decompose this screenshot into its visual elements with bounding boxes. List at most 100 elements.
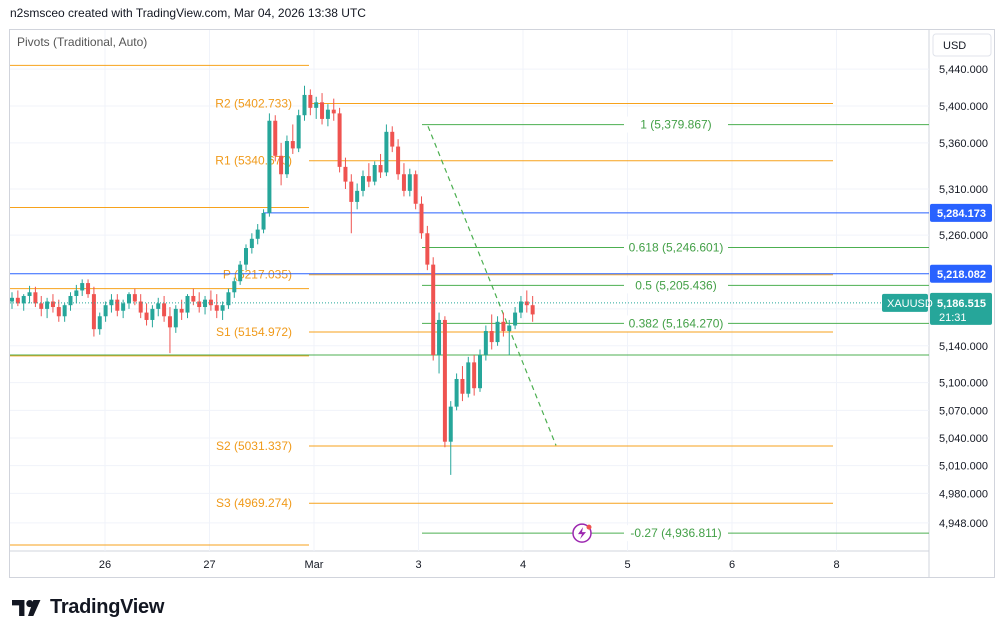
fib-label: 0.618 (5,246.601) xyxy=(629,240,724,254)
candle-body xyxy=(284,141,289,175)
price-badge-bg xyxy=(930,203,992,222)
price-tick-label: 5,310.000 xyxy=(939,184,988,196)
candle-body xyxy=(261,212,266,230)
candle-body xyxy=(337,113,342,167)
price-tick-label: 5,260.000 xyxy=(939,230,988,242)
candle-body xyxy=(97,316,102,330)
candle-body xyxy=(15,297,20,304)
fib-label-bg xyxy=(624,277,728,294)
price-tick-label: 5,360.000 xyxy=(939,138,988,150)
candle-body xyxy=(320,102,325,119)
candle-body xyxy=(39,303,44,309)
price-tick-label: 5,400.000 xyxy=(939,101,988,113)
price-tick-label: 5,100.000 xyxy=(939,378,988,390)
candle-body xyxy=(401,174,406,191)
candle-body xyxy=(68,295,73,306)
candle-body xyxy=(431,264,436,355)
candle-body xyxy=(191,295,196,302)
candle-body xyxy=(150,308,155,320)
price-tick-label: 5,140.000 xyxy=(939,341,988,353)
candle-body xyxy=(501,321,506,332)
price-tick-label: 5,070.000 xyxy=(939,405,988,417)
candle-body xyxy=(448,406,453,442)
candle-body xyxy=(232,281,237,293)
candle-body xyxy=(167,316,172,328)
candle-body xyxy=(507,325,512,332)
time-tick-label: 6 xyxy=(729,559,735,571)
candle-body xyxy=(144,312,149,320)
candle-body xyxy=(489,331,494,343)
candle-body xyxy=(121,303,126,311)
candle-body xyxy=(109,299,114,306)
candle-body xyxy=(226,292,231,306)
fib-label-bg xyxy=(624,116,728,133)
chart-frame xyxy=(9,29,995,578)
candle-body xyxy=(308,94,313,108)
candle-body xyxy=(156,303,161,309)
candle-body xyxy=(220,305,225,311)
candle-body xyxy=(249,238,254,249)
candle-body xyxy=(425,233,430,265)
tradingview-wordmark: TradingView xyxy=(50,596,165,618)
candle-body xyxy=(255,229,260,239)
candle-body xyxy=(325,109,330,119)
candle-body xyxy=(518,301,523,313)
candle-body xyxy=(442,319,447,442)
candle-body xyxy=(273,120,278,156)
price-badge: 5,218.082 xyxy=(937,269,986,281)
currency-label: USD xyxy=(943,40,966,52)
candle-body xyxy=(460,378,465,394)
candle-body xyxy=(80,283,85,291)
fib-label: -0.27 (4,936.811) xyxy=(630,526,721,540)
candle-body xyxy=(86,283,91,295)
price-tick-label: 5,040.000 xyxy=(939,433,988,445)
candle-body xyxy=(21,295,26,304)
symbol-tag-bg xyxy=(882,293,928,312)
candle-body xyxy=(466,362,471,394)
tradingview-logo-icon xyxy=(12,599,41,616)
time-tick-label: 4 xyxy=(520,559,526,571)
price-tick-label: 5,010.000 xyxy=(939,461,988,473)
candle-body xyxy=(396,146,401,175)
candle-body xyxy=(296,115,301,149)
candle-body xyxy=(10,297,14,302)
indicator-label: Pivots (Traditional, Auto) xyxy=(17,35,147,49)
price-tick-label: 4,948.000 xyxy=(939,518,988,530)
candle-body xyxy=(390,131,395,147)
candle-body xyxy=(238,264,243,282)
candle-body xyxy=(50,301,55,308)
time-tick-label: 3 xyxy=(415,559,421,571)
candle-body xyxy=(103,305,108,317)
fib-label: 0.5 (5,205.436) xyxy=(635,278,716,292)
candle-body xyxy=(132,294,137,302)
pivot-label-s2: S2 (5031.337) xyxy=(216,439,292,453)
price-chart[interactable]: 26 27 Mar 3 4 5 6 8 5,440.000 5,400.000 5,360.000 5… xyxy=(0,0,1005,590)
candle-body xyxy=(437,319,442,355)
candle-body xyxy=(372,165,377,182)
last-price-value: 5,186.515 xyxy=(937,298,986,310)
candle-body xyxy=(413,174,418,204)
candle-body xyxy=(127,294,131,304)
candle-body xyxy=(62,305,67,317)
time-tick-label: 27 xyxy=(203,559,215,571)
candle-body xyxy=(355,190,360,202)
candle-body xyxy=(454,378,459,407)
candle-body xyxy=(27,292,32,296)
candle-body xyxy=(115,299,120,311)
currency-box xyxy=(932,33,992,57)
price-tick-label: 4,980.000 xyxy=(939,488,988,500)
candle-body xyxy=(314,102,319,108)
price-tick-label: 5,440.000 xyxy=(939,64,988,76)
chart-credit: n2smsceo created with TradingView.com, M… xyxy=(10,6,366,20)
candle-body xyxy=(138,301,143,313)
candle-body xyxy=(343,166,348,182)
last-price-badge-bg xyxy=(930,292,992,325)
fib-label-bg xyxy=(624,239,728,256)
candle-body xyxy=(267,120,272,213)
time-tick-label: 8 xyxy=(833,559,839,571)
candle-body xyxy=(185,295,190,313)
candle-body xyxy=(214,305,219,311)
candle-body xyxy=(290,141,295,149)
fib-label-bg xyxy=(624,315,728,332)
candle-body xyxy=(361,176,365,191)
